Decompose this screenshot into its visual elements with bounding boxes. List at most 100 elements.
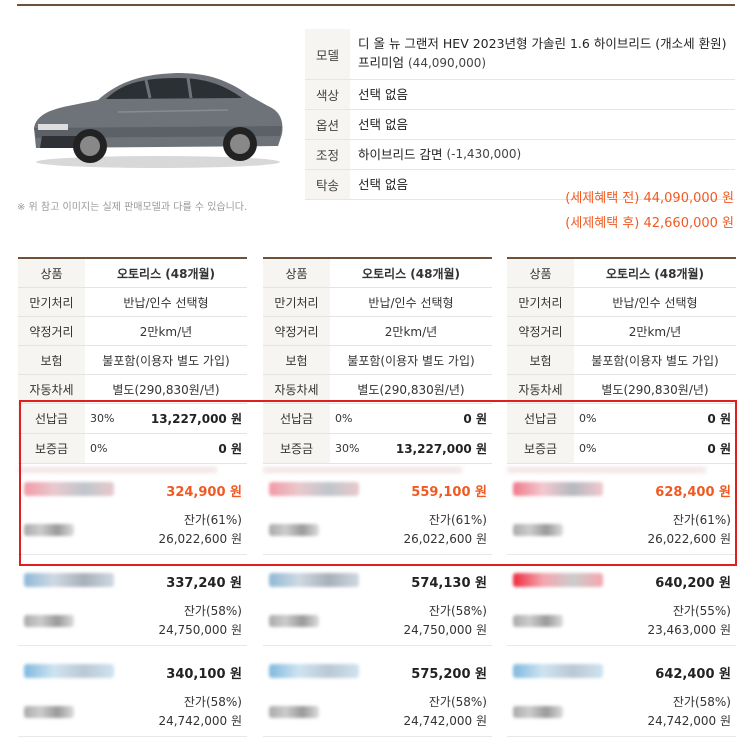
monthly-payment: 642,400 원: [655, 667, 731, 682]
deposit-amount: 13,227,000 원: [395, 442, 487, 456]
top-divider: [17, 4, 735, 6]
plan-row-product: 상품 오토리스 (48개월): [18, 259, 247, 288]
color-value: 선택 없음: [358, 87, 408, 102]
deposit-percent: 0%: [579, 442, 597, 455]
adjust-row: 조정 하이브리드 감면 (-1,430,000): [305, 140, 735, 170]
residual-amount: 24,742,000 원: [403, 714, 487, 728]
residual-rate: 잔가(58%): [672, 695, 731, 709]
plan-label-maturity: 만기처리: [18, 288, 85, 316]
adjust-price: (-1,430,000): [446, 147, 522, 161]
plan-row-product: 상품 오토리스 (48개월): [263, 259, 492, 288]
offer-row[interactable]: 559,100 원 잔가(61%) 26,022,600 원: [263, 464, 492, 555]
monthly-payment: 324,900 원: [166, 485, 242, 500]
blurred-lender-name: [24, 524, 74, 536]
plan-label-maturity: 만기처리: [263, 288, 330, 316]
plan-top-border: [507, 257, 736, 259]
price-after-tax: (세제혜택 후) 42,660,000 원: [565, 216, 734, 231]
blurred-lender-logo: [513, 664, 603, 678]
blurred-lender-name: [513, 706, 563, 718]
residual-rate: 잔가(58%): [183, 695, 242, 709]
offer-row[interactable]: 628,400 원 잔가(61%) 26,022,600 원: [507, 464, 736, 555]
offer-row[interactable]: 574,130 원 잔가(58%) 24,750,000 원: [263, 555, 492, 646]
plan-label-prepay: 선납금: [18, 404, 85, 433]
plan-row-insurance: 보험 불포함(이용자 별도 가입): [263, 346, 492, 375]
plan-top-border: [18, 257, 247, 259]
plan-top-border: [263, 257, 492, 259]
offer-row[interactable]: 642,400 원 잔가(58%) 24,742,000 원: [507, 646, 736, 737]
plan-value-maturity: 반납/인수 선택형: [368, 295, 454, 310]
plan-row-prepay: 선납금 0% 0 원: [507, 404, 736, 434]
offer-row[interactable]: 340,100 원 잔가(58%) 24,742,000 원: [18, 646, 247, 737]
option-row: 옵션 선택 없음: [305, 110, 735, 140]
plan-row-mileage: 약정거리 2만km/년: [507, 317, 736, 346]
residual-rate: 잔가(58%): [428, 695, 487, 709]
residual-amount: 26,022,600 원: [403, 532, 487, 546]
plan-label-deposit: 보증금: [263, 434, 330, 463]
adjust-value: 하이브리드 감면: [358, 147, 443, 162]
plan-label-product: 상품: [18, 259, 85, 287]
blurred-text: [263, 467, 462, 473]
blurred-lender-name: [269, 706, 319, 718]
model-name: 디 올 뉴 그랜저 HEV 2023년형 가솔린 1.6 하이브리드 (개소세 …: [358, 36, 727, 70]
blurred-lender-logo: [24, 664, 114, 678]
price-before-tax: (세제혜택 전) 44,090,000 원: [565, 191, 734, 206]
blurred-lender-logo: [269, 664, 359, 678]
prepay-percent: 30%: [90, 412, 115, 425]
consign-label: 탁송: [305, 170, 350, 199]
plan-row-product: 상품 오토리스 (48개월): [507, 259, 736, 288]
plan-row-deposit: 보증금 30% 13,227,000 원: [263, 434, 492, 464]
plan-value-product: 오토리스 (48개월): [361, 266, 461, 281]
plan-value-tax: 별도(290,830원/년): [357, 382, 465, 397]
residual-amount: 26,022,600 원: [158, 532, 242, 546]
plan-label-insurance: 보험: [18, 346, 85, 374]
image-notice: ※ 위 참고 이미지는 실제 판매모델과 다를 수 있습니다.: [17, 202, 248, 213]
highlight-box: [19, 400, 737, 566]
residual-amount: 24,750,000 원: [158, 623, 242, 637]
plan-value-insurance: 불포함(이용자 별도 가입): [591, 353, 719, 368]
offer-row[interactable]: 324,900 원 잔가(61%) 26,022,600 원: [18, 464, 247, 555]
plan-value-insurance: 불포함(이용자 별도 가입): [347, 353, 475, 368]
residual-rate: 잔가(58%): [428, 604, 487, 618]
plan-row-insurance: 보험 불포함(이용자 별도 가입): [18, 346, 247, 375]
color-row: 색상 선택 없음: [305, 80, 735, 110]
plan-label-tax: 자동차세: [263, 375, 330, 403]
monthly-payment: 340,100 원: [166, 667, 242, 682]
blurred-lender-name: [513, 524, 563, 536]
plan-value-insurance: 불포함(이용자 별도 가입): [102, 353, 230, 368]
offer-row[interactable]: 337,240 원 잔가(58%) 24,750,000 원: [18, 555, 247, 646]
plan-value-tax: 별도(290,830원/년): [601, 382, 709, 397]
deposit-amount: 0 원: [218, 442, 242, 456]
monthly-payment: 575,200 원: [411, 667, 487, 682]
plan-label-deposit: 보증금: [507, 434, 574, 463]
residual-amount: 26,022,600 원: [647, 532, 731, 546]
offer-row[interactable]: 575,200 원 잔가(58%) 24,742,000 원: [263, 646, 492, 737]
residual-rate: 잔가(61%): [428, 513, 487, 527]
deposit-percent: 30%: [335, 442, 360, 455]
monthly-payment: 628,400 원: [655, 485, 731, 500]
plan-row-maturity: 만기처리 반납/인수 선택형: [263, 288, 492, 317]
car-image: [34, 73, 283, 168]
plan-label-product: 상품: [263, 259, 330, 287]
prepay-percent: 0%: [335, 412, 353, 425]
plan-label-mileage: 약정거리: [18, 317, 85, 345]
plan-row-prepay: 선납금 0% 0 원: [263, 404, 492, 434]
plan-value-maturity: 반납/인수 선택형: [123, 295, 209, 310]
residual-rate: 잔가(61%): [672, 513, 731, 527]
residual-rate: 잔가(58%): [183, 604, 242, 618]
residual-rate: 잔가(55%): [672, 604, 731, 618]
adjust-label: 조정: [305, 140, 350, 169]
plan-label-mileage: 약정거리: [263, 317, 330, 345]
plan-label-product: 상품: [507, 259, 574, 287]
residual-rate: 잔가(61%): [183, 513, 242, 527]
plan-label-prepay: 선납금: [507, 404, 574, 433]
blurred-lender-logo: [24, 573, 114, 587]
offer-row[interactable]: 640,200 원 잔가(55%) 23,463,000 원: [507, 555, 736, 646]
model-row: 모델 디 올 뉴 그랜저 HEV 2023년형 가솔린 1.6 하이브리드 (개…: [305, 29, 735, 80]
plan-row-mileage: 약정거리 2만km/년: [263, 317, 492, 346]
residual-amount: 23,463,000 원: [647, 623, 731, 637]
plan-value-mileage: 2만km/년: [384, 324, 438, 339]
plan-column-1: 상품 오토리스 (48개월) 만기처리 반납/인수 선택형 약정거리 2만km/…: [18, 257, 247, 737]
plan-row-mileage: 약정거리 2만km/년: [18, 317, 247, 346]
blurred-lender-name: [24, 615, 74, 627]
deposit-amount: 0 원: [707, 442, 731, 456]
